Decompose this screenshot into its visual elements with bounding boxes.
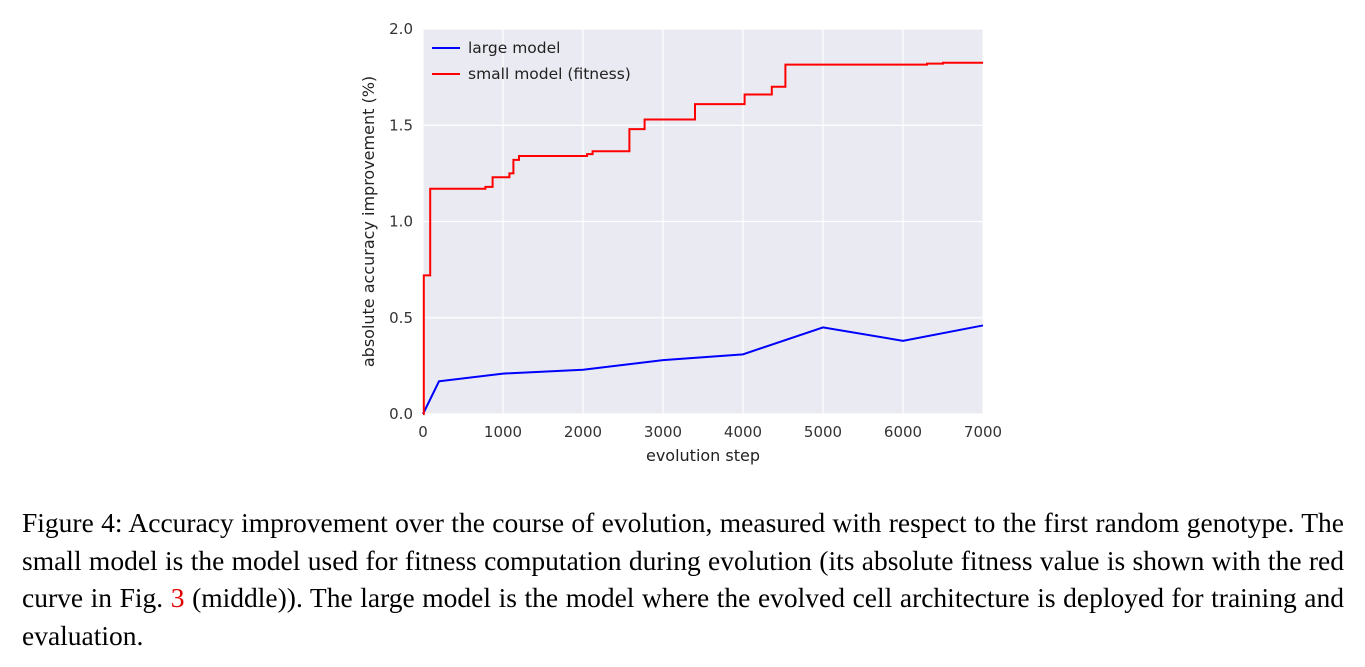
caption-text-start: Figure 4: Accuracy improvement over the …: [22, 507, 1344, 613]
legend-entry: small model (fitness): [468, 65, 631, 83]
caption-text-end: (middle)). The large model is the model …: [22, 582, 1344, 651]
x-tick-label: 1000: [484, 423, 522, 441]
legend: large model small model (fitness): [432, 39, 631, 83]
y-tick-label: 0.5: [389, 309, 413, 327]
x-axis-label: evolution step: [646, 446, 760, 465]
x-tick-label: 2000: [564, 423, 602, 441]
figure-caption: Figure 4: Accuracy improvement over the …: [22, 504, 1344, 654]
x-tick-labels: 0 1000 2000 3000 4000 5000 6000 7000: [418, 423, 1002, 441]
x-tick-label: 0: [418, 423, 428, 441]
legend-entry: large model: [468, 39, 560, 57]
y-axis-label: absolute accuracy improvement (%): [359, 76, 378, 367]
x-tick-label: 7000: [964, 423, 1002, 441]
y-tick-labels: 0.0 0.5 1.0 1.5 2.0: [389, 20, 413, 423]
small-model-line: [422, 61, 983, 415]
y-tick-label: 1.5: [389, 116, 413, 134]
x-tick-label: 4000: [724, 423, 762, 441]
y-tick-label: 0.0: [389, 405, 413, 423]
y-tick-label: 2.0: [389, 20, 413, 38]
figure-reference-link[interactable]: 3: [170, 582, 185, 613]
large-model-line: [422, 324, 984, 415]
grid-lines: [422, 28, 984, 415]
accuracy-improvement-chart: 0 1000 2000 3000 4000 5000 6000 7000 0.0 0.5 1.0 1…: [359, 20, 1002, 465]
x-tick-label: 6000: [884, 423, 922, 441]
x-tick-label: 5000: [804, 423, 842, 441]
x-tick-label: 3000: [644, 423, 682, 441]
series-lines: [422, 61, 984, 415]
y-tick-label: 1.0: [389, 213, 413, 231]
